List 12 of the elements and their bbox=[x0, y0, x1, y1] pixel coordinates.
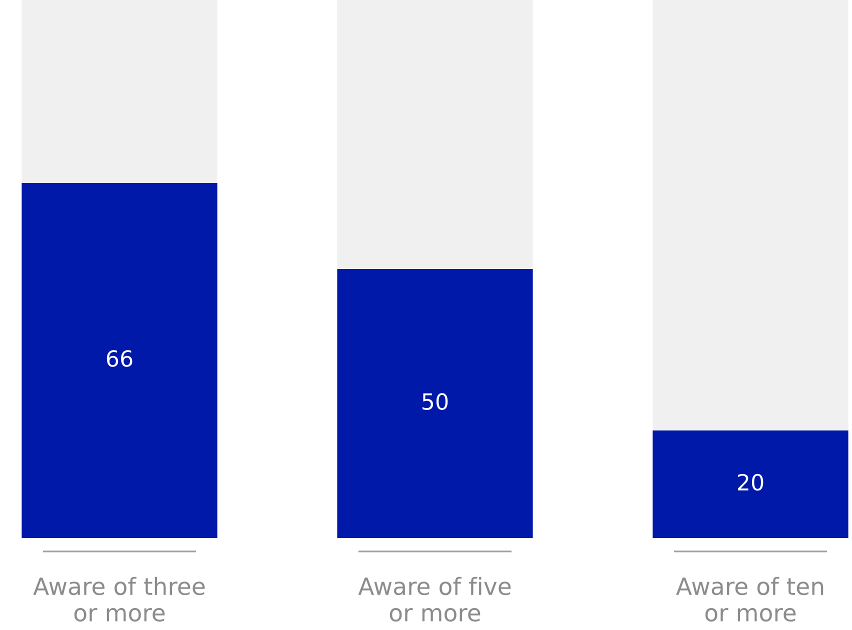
bar bbox=[22, 182, 218, 538]
x-tick-label: Aware of three or more bbox=[33, 576, 205, 622]
x-tick-label: Aware of ten or more bbox=[676, 576, 824, 622]
data-label: 50 bbox=[422, 393, 448, 410]
x-tick-label: Aware of five or more bbox=[358, 576, 511, 622]
bar bbox=[652, 430, 848, 538]
bar bbox=[337, 269, 533, 538]
bar bbox=[337, 0, 533, 269]
data-label: 20 bbox=[738, 474, 764, 491]
bar bbox=[652, 0, 848, 430]
bar bbox=[22, 0, 218, 183]
data-label: 66 bbox=[106, 350, 132, 367]
